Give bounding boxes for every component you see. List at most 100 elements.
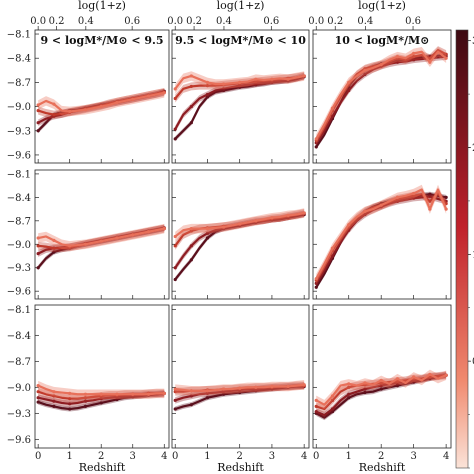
data-point [83, 108, 88, 112]
data-point [330, 407, 335, 411]
data-point [173, 244, 177, 248]
series-group [314, 184, 448, 290]
data-point [254, 82, 258, 86]
data-point [330, 106, 335, 110]
data-point [52, 102, 56, 106]
data-point [412, 51, 416, 55]
series-group [173, 71, 306, 142]
data-point [115, 397, 119, 402]
data-point [363, 212, 367, 217]
data-point [314, 141, 318, 145]
data-point [52, 404, 56, 408]
data-point [363, 68, 367, 72]
y-tick-label: −9.6 [7, 150, 31, 161]
x-tick-label: 0 [313, 451, 319, 462]
top-tick-label: 0.4 [216, 16, 232, 27]
colorbar-gradient [455, 29, 469, 469]
data-point [314, 281, 318, 285]
data-point [205, 92, 210, 97]
colorbar-tick-label: 1 [472, 250, 474, 261]
data-point [379, 63, 383, 67]
data-point [173, 407, 177, 411]
top-tick-label: 0.6 [405, 16, 421, 27]
top-tick-label: 0.4 [357, 16, 373, 27]
data-point [36, 236, 40, 240]
data-point [428, 56, 432, 60]
top-tick-label: 0.0 [308, 16, 324, 27]
data-point [173, 234, 177, 239]
data-point [363, 209, 367, 214]
data-point [205, 84, 210, 88]
y-tick-label: −8.4 [7, 193, 31, 204]
data-point [347, 228, 351, 232]
data-point [173, 387, 177, 391]
series-group [314, 46, 448, 150]
data-point [444, 207, 448, 211]
data-point [146, 230, 151, 234]
data-point [379, 384, 383, 388]
y-tick-label: −8.4 [7, 54, 31, 65]
top-tick-label: 0.6 [263, 16, 279, 27]
y-tick-label: −9.6 [7, 287, 31, 298]
series-band-2 [316, 371, 447, 413]
data-point [238, 386, 242, 390]
data-point [347, 396, 351, 400]
data-point [330, 394, 335, 398]
y-tick-label: −9.0 [7, 240, 31, 251]
y-tick-label: −8.7 [7, 216, 31, 227]
y-tick-label: −9.0 [7, 383, 31, 394]
data-point [412, 194, 416, 198]
top-tick-label: 0.6 [124, 16, 140, 27]
data-point [173, 87, 177, 91]
series-group [314, 369, 448, 421]
data-point [412, 191, 416, 196]
data-point [52, 394, 56, 398]
panel-r1-c2 [312, 169, 452, 300]
data-point [189, 121, 193, 125]
top-axis-title: log(1+z) [78, 0, 126, 12]
y-tick-label: −8.7 [7, 357, 31, 368]
data-point [99, 392, 103, 396]
data-point [238, 84, 242, 88]
data-point [221, 387, 226, 391]
data-point [286, 384, 290, 389]
data-point [173, 96, 177, 101]
y-tick-label: −9.3 [7, 126, 31, 137]
data-point [83, 392, 88, 396]
data-point [115, 236, 119, 240]
data-point [428, 60, 432, 64]
data-point [52, 238, 56, 242]
x-tick-label: 2 [98, 451, 104, 462]
data-point [428, 192, 432, 196]
x-tick-label: 1 [66, 451, 72, 462]
series-band-0 [38, 226, 165, 271]
data-point [347, 392, 351, 396]
panel-r2-c1 [171, 304, 310, 449]
y-tick-label: −9.3 [7, 263, 31, 274]
x-tick-label: 4 [301, 451, 307, 462]
panel-r1-c1 [171, 169, 310, 300]
data-point [162, 227, 166, 231]
panel-frame [171, 169, 310, 300]
data-point [302, 211, 306, 215]
data-point [68, 402, 72, 406]
panel-frame [171, 304, 310, 449]
data-point [205, 80, 210, 84]
data-point [205, 227, 210, 231]
data-point [189, 258, 193, 262]
x-tick-label: 4 [161, 451, 167, 462]
x-tick-label: 3 [130, 451, 136, 462]
x-tick-label: 2 [378, 451, 384, 462]
data-point [52, 399, 56, 403]
data-point [347, 382, 351, 386]
data-point [189, 104, 193, 109]
y-tick-label: −8.1 [7, 305, 31, 316]
data-point [36, 103, 40, 107]
data-point [379, 387, 383, 391]
data-point [363, 390, 367, 395]
data-point [189, 244, 193, 248]
data-point [270, 77, 274, 81]
panel-r0-c0: 9 < logM*/M⊙ < 9.5 [34, 26, 170, 164]
data-point [83, 396, 88, 400]
panel-title-1: 9.5 < logM*/M⊙ < 10 [175, 34, 306, 47]
